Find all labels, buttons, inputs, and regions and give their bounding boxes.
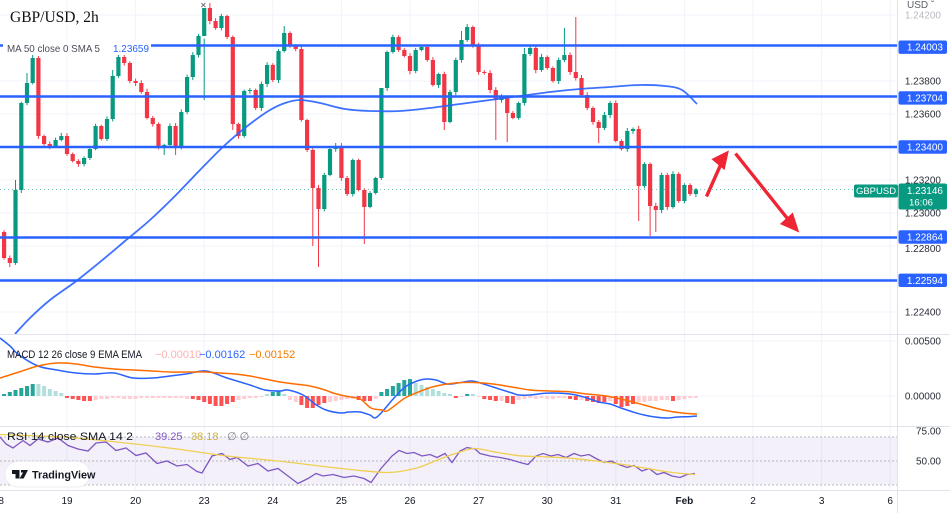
svg-text:USD ˇ: USD ˇ: [907, 0, 935, 11]
svg-text:39.25: 39.25: [155, 431, 183, 443]
svg-text:25: 25: [336, 496, 348, 507]
svg-text:1.23600: 1.23600: [905, 110, 942, 121]
svg-text:3: 3: [819, 496, 825, 507]
svg-text:19: 19: [61, 496, 73, 507]
svg-text:Feb: Feb: [676, 496, 694, 507]
svg-text:1.22594: 1.22594: [907, 276, 944, 287]
svg-text:GBP/USD, 2h: GBP/USD, 2h: [10, 9, 99, 26]
svg-text:1.24200: 1.24200: [905, 11, 942, 22]
svg-text:MA 50 close 0 SMA 5: MA 50 close 0 SMA 5: [7, 43, 100, 55]
svg-text:−0.00162: −0.00162: [199, 349, 245, 361]
svg-text:1.23200: 1.23200: [905, 176, 942, 187]
svg-text:75.00: 75.00: [916, 427, 941, 438]
svg-text:1.23146: 1.23146: [907, 186, 944, 197]
svg-text:6: 6: [887, 496, 893, 507]
svg-text:27: 27: [473, 496, 485, 507]
svg-text:MACD 12 26 close 9 EMA EMA: MACD 12 26 close 9 EMA EMA: [7, 349, 143, 361]
svg-text:0.00500: 0.00500: [905, 337, 942, 348]
svg-text:50.00: 50.00: [916, 457, 941, 468]
svg-text:0.00000: 0.00000: [905, 392, 942, 403]
svg-text:1.23800: 1.23800: [905, 77, 942, 88]
svg-text:TradingView: TradingView: [32, 470, 96, 482]
svg-text:1.23000: 1.23000: [905, 209, 942, 220]
svg-text:16:06: 16:06: [909, 198, 933, 209]
svg-text:RSI 14 close SMA 14 2: RSI 14 close SMA 14 2: [7, 431, 133, 443]
svg-text:26: 26: [404, 496, 416, 507]
svg-text:GBPUSD: GBPUSD: [856, 186, 896, 197]
svg-text:24: 24: [267, 496, 279, 507]
svg-text:1.24003: 1.24003: [907, 43, 944, 54]
svg-text:18: 18: [0, 496, 4, 507]
svg-text:20: 20: [130, 496, 142, 507]
svg-text:23: 23: [199, 496, 211, 507]
svg-text:1.23400: 1.23400: [907, 143, 944, 154]
svg-text:1.22400: 1.22400: [905, 308, 942, 319]
svg-text:30: 30: [542, 496, 554, 507]
svg-text:1.22864: 1.22864: [907, 233, 944, 244]
svg-text:✕: ✕: [200, 1, 207, 10]
svg-text:1.23659: 1.23659: [113, 43, 149, 55]
svg-text:1.22800: 1.22800: [905, 244, 942, 255]
svg-text:1.23704: 1.23704: [907, 93, 944, 104]
svg-text:2: 2: [750, 496, 756, 507]
svg-text:31: 31: [610, 496, 622, 507]
svg-text:38.18: 38.18: [191, 431, 219, 443]
svg-text:−0.00152: −0.00152: [249, 349, 295, 361]
svg-text:−0.00010: −0.00010: [155, 349, 201, 361]
svg-text:∅ ∅: ∅ ∅: [227, 431, 249, 443]
